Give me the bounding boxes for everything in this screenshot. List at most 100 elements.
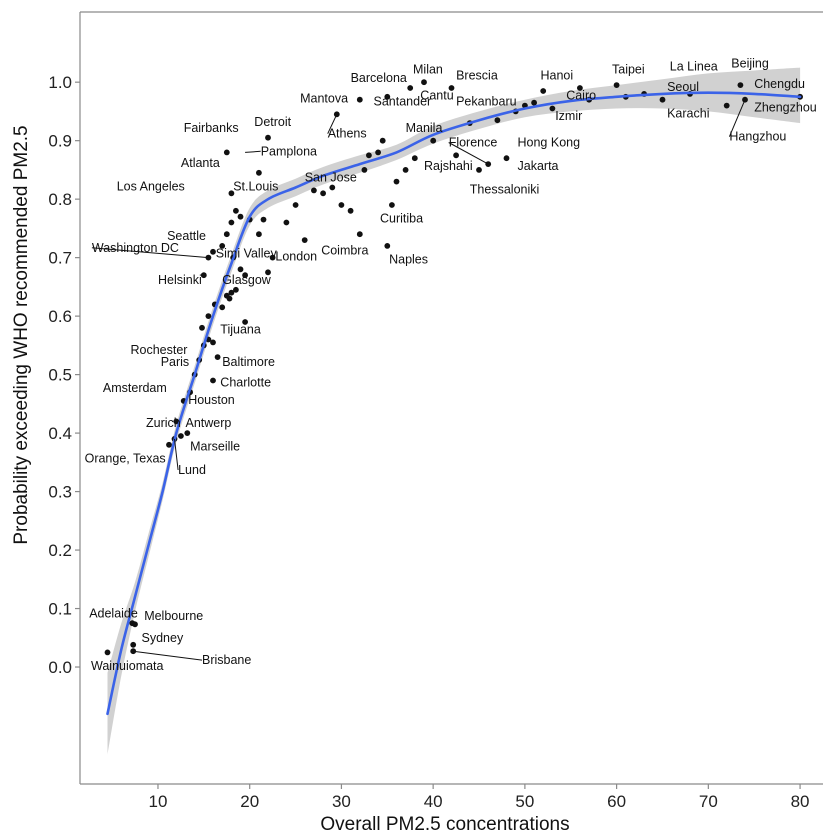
data-point: [260, 216, 267, 223]
fit-line-layer: [106, 91, 802, 716]
city-label: Los Angeles: [117, 179, 185, 193]
city-label: Karachi: [667, 106, 709, 120]
city-label: Pekanbaru: [456, 95, 517, 109]
x-tick-label: 10: [149, 792, 168, 811]
data-point: [531, 99, 537, 106]
data-point: [132, 621, 138, 628]
city-label: Adelaide: [89, 606, 138, 620]
y-tick-label: 0.3: [48, 483, 72, 502]
label-leader-line: [728, 99, 746, 137]
data-point: [737, 82, 744, 88]
x-tick-label: 40: [424, 792, 443, 811]
data-point: [356, 231, 363, 238]
data-point: [228, 289, 235, 296]
city-label: Milan: [413, 62, 443, 76]
data-point: [283, 219, 290, 226]
city-label: Jakarta: [518, 159, 559, 173]
data-point: [199, 324, 205, 331]
data-point: [301, 237, 308, 244]
data-point: [256, 231, 262, 238]
city-label: London: [275, 250, 317, 264]
y-tick-label: 1.0: [48, 73, 72, 92]
y-tick-label: 0.9: [48, 132, 72, 151]
label-leader-line: [133, 650, 203, 661]
city-label: Detroit: [254, 115, 291, 129]
city-label: Curitiba: [380, 212, 423, 226]
data-point: [375, 149, 381, 156]
data-point: [269, 254, 276, 261]
x-tick-label: 50: [515, 792, 534, 811]
x-tick-label: 70: [699, 792, 718, 811]
data-point: [540, 88, 547, 94]
label-leader-line: [245, 150, 261, 153]
fit-line: [106, 91, 802, 716]
data-point: [311, 187, 317, 194]
x-axis-title: Overall PM2.5 concentrations: [320, 814, 569, 835]
city-label: Tijuana: [220, 323, 261, 337]
city-label: Amsterdam: [103, 381, 167, 395]
city-label: Manila: [406, 121, 443, 135]
city-label: Coimbra: [321, 244, 368, 258]
city-label: Lund: [178, 463, 206, 477]
data-point: [402, 167, 409, 173]
data-point: [173, 418, 180, 425]
data-point: [223, 231, 230, 238]
data-point: [347, 207, 354, 214]
data-point: [407, 85, 414, 91]
data-point: [356, 96, 363, 103]
data-point: [659, 96, 666, 103]
data-point: [242, 319, 249, 325]
city-label: Brescia: [456, 68, 498, 82]
city-label: Sydney: [142, 631, 184, 645]
data-point: [233, 207, 239, 214]
data-point: [384, 93, 391, 100]
city-label: Rochester: [131, 343, 188, 357]
data-point: [237, 266, 244, 273]
data-point: [210, 377, 216, 384]
city-label: Brisbane: [202, 653, 251, 667]
y-tick-label: 0.1: [48, 600, 72, 619]
city-label: Rajshahi: [424, 159, 473, 173]
y-axis-title: Probability exceeding WHO recommended PM…: [11, 125, 32, 544]
data-point: [476, 167, 482, 173]
y-tick-label: 0.7: [48, 249, 72, 268]
city-label: Hangzhou: [729, 130, 786, 144]
city-label: Wainuiomata: [91, 659, 164, 673]
city-label: Cairo: [566, 89, 596, 103]
point-labels-layer: Adelaide Melbourne Sydney Brisbane Wainuioma…: [85, 57, 817, 673]
city-label: Simi Valley: [216, 247, 278, 261]
data-point: [379, 137, 386, 144]
data-point: [577, 85, 583, 91]
city-label: Helsinki: [158, 273, 202, 287]
y-tick-label: 0.5: [48, 366, 72, 385]
city-label: San Jose: [305, 171, 357, 185]
data-point: [256, 169, 262, 176]
x-tick-label: 20: [240, 792, 259, 811]
data-point: [494, 117, 501, 124]
city-label: St.Louis: [233, 179, 278, 193]
data-point: [613, 82, 620, 88]
data-point: [130, 641, 137, 648]
data-point: [214, 354, 221, 360]
data-point: [178, 433, 184, 439]
data-point: [184, 430, 191, 436]
data-point: [723, 102, 730, 109]
data-point: [219, 243, 226, 249]
data-point: [421, 79, 427, 86]
city-label: Baltimore: [222, 355, 275, 369]
data-point: [205, 313, 212, 319]
city-label: Hong Kong: [518, 136, 581, 150]
city-label: Atlanta: [181, 156, 220, 170]
y-tick-label: 0.8: [48, 190, 72, 209]
data-point: [265, 134, 271, 141]
data-point: [292, 202, 299, 208]
y-tick-label: 0.2: [48, 541, 72, 560]
city-label: Hanoi: [541, 68, 574, 82]
data-point: [411, 155, 418, 162]
data-point: [265, 269, 271, 276]
data-point: [338, 202, 345, 208]
city-label: Taipei: [612, 62, 645, 76]
x-tick-label: 60: [607, 792, 626, 811]
city-label: Charlotte: [220, 375, 271, 389]
